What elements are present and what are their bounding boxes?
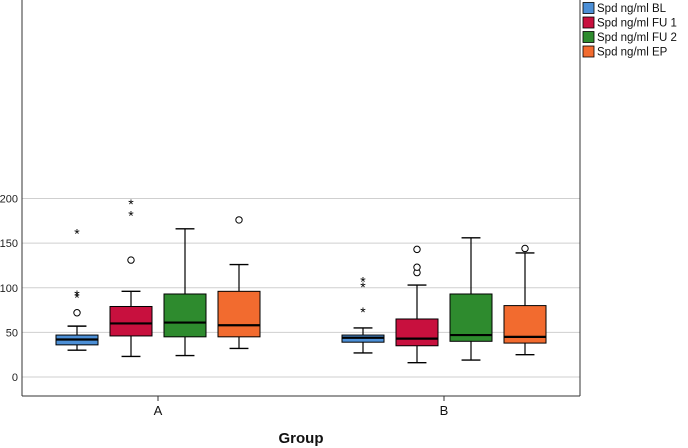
legend-swatch-2 [582, 16, 595, 29]
iqr-box [449, 293, 493, 342]
outlier-star: * [74, 290, 80, 306]
legend-label-4: Spd ng/ml EP [597, 47, 668, 59]
legend: Spd ng/ml BL Spd ng/ml FU 1 Spd ng/ml FU 2… [582, 2, 677, 59]
gridlines [22, 198, 580, 378]
outlier-star: * [360, 274, 366, 290]
iqr-box [217, 290, 261, 338]
outlier-circle [73, 309, 81, 317]
outlier-star: * [360, 304, 366, 320]
legend-swatch-1 [582, 2, 595, 14]
box-B-series-2 [395, 245, 439, 364]
box-B-series-4 [503, 244, 547, 356]
outlier-circle [413, 263, 421, 271]
y-tick-label-50: 50 [6, 327, 18, 339]
legend-label-3: Spd ng/ml FU 2 [597, 32, 677, 44]
outlier-star: * [128, 208, 134, 224]
y-tick-label-100: 100 [0, 283, 18, 295]
legend-label-1: Spd ng/ml BL [597, 3, 667, 15]
x-axis-title: Group [279, 430, 324, 447]
box-A-series-1: *** [55, 225, 99, 351]
legend-label-2: Spd ng/ml FU 1 [597, 18, 677, 30]
x-tick-label-B: B [440, 403, 449, 418]
y-tick-label-150: 150 [0, 238, 18, 250]
y-tick-label-200: 200 [0, 194, 18, 206]
outlier-circle [127, 256, 135, 264]
box-B-series-3 [449, 237, 493, 361]
legend-swatch-3 [582, 31, 595, 43]
outlier-star: * [360, 279, 366, 295]
axes: 0 50 100 150 200 A B [0, 0, 581, 418]
outlier-star: * [74, 287, 80, 303]
box-B-series-1: *** [341, 274, 385, 354]
boxes: ******** [55, 196, 547, 364]
box-A-series-3 [163, 228, 207, 357]
box-A-series-4 [217, 216, 261, 350]
box-A-series-2: ** [109, 196, 153, 358]
outlier-star: * [74, 225, 80, 241]
x-tick-label-A: A [154, 403, 163, 418]
iqr-box [163, 293, 207, 338]
legend-swatch-4 [582, 45, 595, 58]
y-tick-label-0: 0 [12, 372, 18, 384]
outlier-circle [235, 216, 243, 224]
iqr-box [109, 305, 153, 337]
iqr-box [395, 318, 439, 347]
outlier-circle [413, 245, 421, 254]
outlier-star: * [128, 196, 134, 212]
outlier-circle [521, 244, 529, 253]
